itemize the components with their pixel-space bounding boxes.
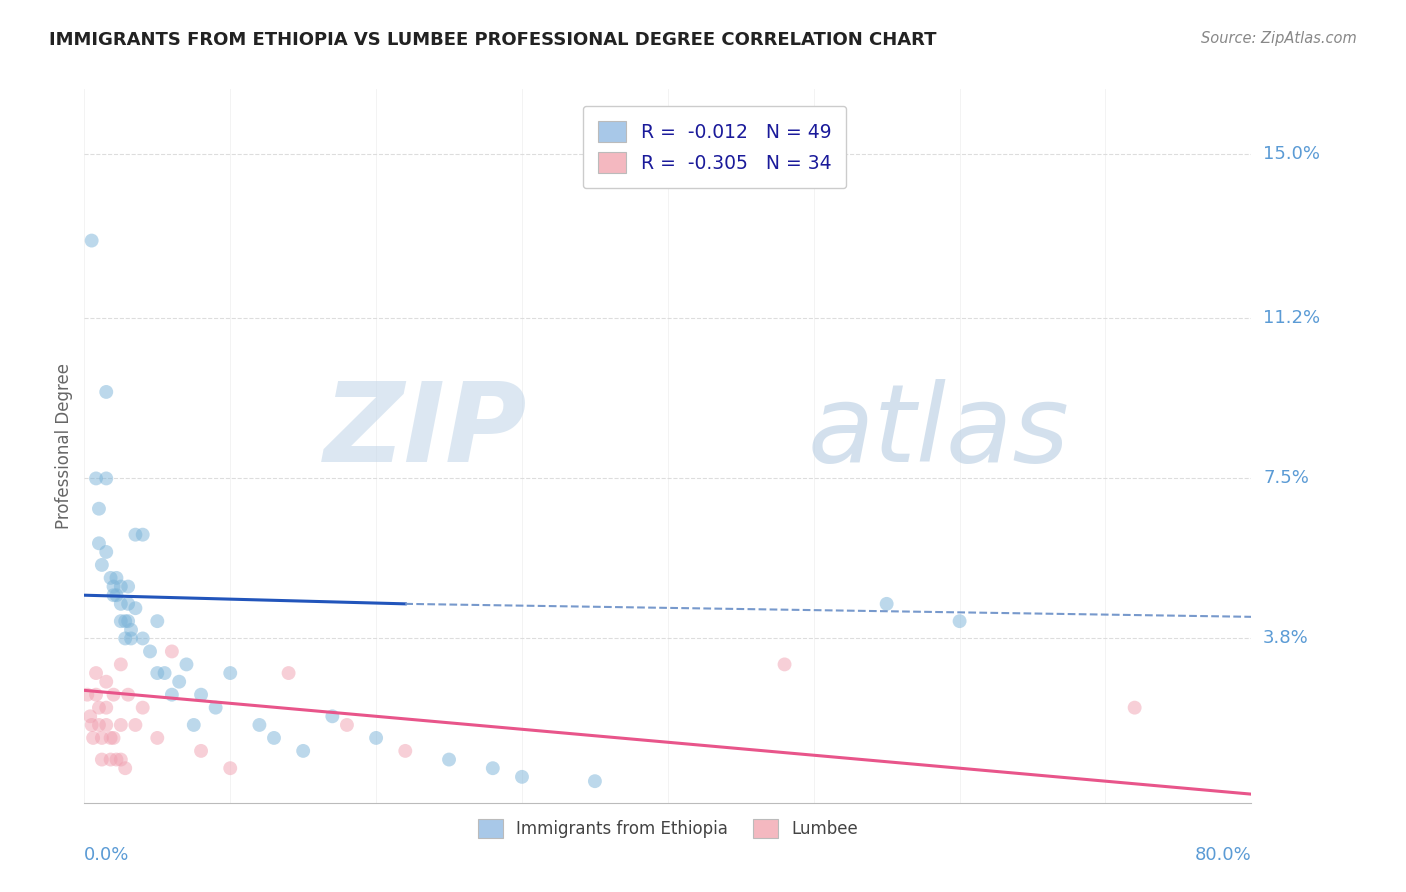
Point xyxy=(100,571,122,585)
Point xyxy=(153,666,176,681)
Point xyxy=(117,580,139,594)
Point xyxy=(321,709,343,723)
Point xyxy=(90,753,112,767)
Point xyxy=(394,744,416,758)
Point xyxy=(110,597,132,611)
Point xyxy=(124,527,146,541)
Point xyxy=(773,657,796,672)
Point xyxy=(482,761,505,775)
Text: 15.0%: 15.0% xyxy=(1263,145,1320,163)
Point xyxy=(366,731,388,745)
Point xyxy=(117,597,139,611)
Point xyxy=(87,718,110,732)
Point xyxy=(510,770,533,784)
Point xyxy=(120,623,142,637)
Point xyxy=(167,674,190,689)
Text: IMMIGRANTS FROM ETHIOPIA VS LUMBEE PROFESSIONAL DEGREE CORRELATION CHART: IMMIGRANTS FROM ETHIOPIA VS LUMBEE PROFE… xyxy=(49,31,936,49)
Point xyxy=(876,597,898,611)
Y-axis label: Professional Degree: Professional Degree xyxy=(55,363,73,529)
Point xyxy=(120,632,142,646)
Point xyxy=(132,700,155,714)
Point xyxy=(176,657,198,672)
Point xyxy=(105,588,128,602)
Point xyxy=(110,753,132,767)
Point xyxy=(110,614,132,628)
Point xyxy=(90,731,112,745)
Point xyxy=(87,536,110,550)
Point xyxy=(96,545,118,559)
Point xyxy=(263,731,285,745)
Point xyxy=(249,718,271,732)
Text: 80.0%: 80.0% xyxy=(1195,846,1251,864)
Point xyxy=(80,718,103,732)
Point xyxy=(90,558,112,572)
Point xyxy=(437,753,460,767)
Point xyxy=(76,688,98,702)
Point xyxy=(292,744,315,758)
Point xyxy=(146,731,169,745)
Text: Source: ZipAtlas.com: Source: ZipAtlas.com xyxy=(1201,31,1357,46)
Point xyxy=(96,674,118,689)
Text: atlas: atlas xyxy=(808,379,1070,484)
Point xyxy=(219,761,242,775)
Point xyxy=(132,632,155,646)
Point xyxy=(336,718,359,732)
Point xyxy=(103,688,125,702)
Text: ZIP: ZIP xyxy=(325,378,527,485)
Point xyxy=(146,666,169,681)
Point xyxy=(146,614,169,628)
Point xyxy=(124,718,146,732)
Point xyxy=(87,501,110,516)
Text: 7.5%: 7.5% xyxy=(1263,469,1309,487)
Point xyxy=(96,718,118,732)
Point xyxy=(277,666,299,681)
Point xyxy=(114,632,136,646)
Point xyxy=(105,753,128,767)
Point xyxy=(190,744,212,758)
Point xyxy=(96,384,118,399)
Point xyxy=(105,571,128,585)
Text: 3.8%: 3.8% xyxy=(1263,630,1309,648)
Point xyxy=(139,644,162,658)
Point xyxy=(949,614,972,628)
Point xyxy=(219,666,242,681)
Point xyxy=(190,688,212,702)
Point xyxy=(183,718,205,732)
Point xyxy=(100,753,122,767)
Point xyxy=(87,700,110,714)
Point xyxy=(160,688,183,702)
Point xyxy=(84,471,107,485)
Point xyxy=(103,580,125,594)
Point xyxy=(103,588,125,602)
Point xyxy=(204,700,226,714)
Point xyxy=(96,471,118,485)
Point xyxy=(84,666,107,681)
Point xyxy=(124,601,146,615)
Point xyxy=(100,731,122,745)
Point xyxy=(117,614,139,628)
Point xyxy=(110,657,132,672)
Point xyxy=(110,718,132,732)
Point xyxy=(84,688,107,702)
Point xyxy=(110,580,132,594)
Point xyxy=(117,688,139,702)
Point xyxy=(79,709,101,723)
Point xyxy=(96,700,118,714)
Point xyxy=(82,731,104,745)
Point xyxy=(114,761,136,775)
Point xyxy=(1123,700,1146,714)
Point xyxy=(80,234,103,248)
Text: 11.2%: 11.2% xyxy=(1263,310,1320,327)
Point xyxy=(132,527,155,541)
Point xyxy=(103,731,125,745)
Point xyxy=(583,774,606,789)
Text: 0.0%: 0.0% xyxy=(84,846,129,864)
Point xyxy=(114,614,136,628)
Legend: Immigrants from Ethiopia, Lumbee: Immigrants from Ethiopia, Lumbee xyxy=(471,812,865,845)
Point xyxy=(160,644,183,658)
